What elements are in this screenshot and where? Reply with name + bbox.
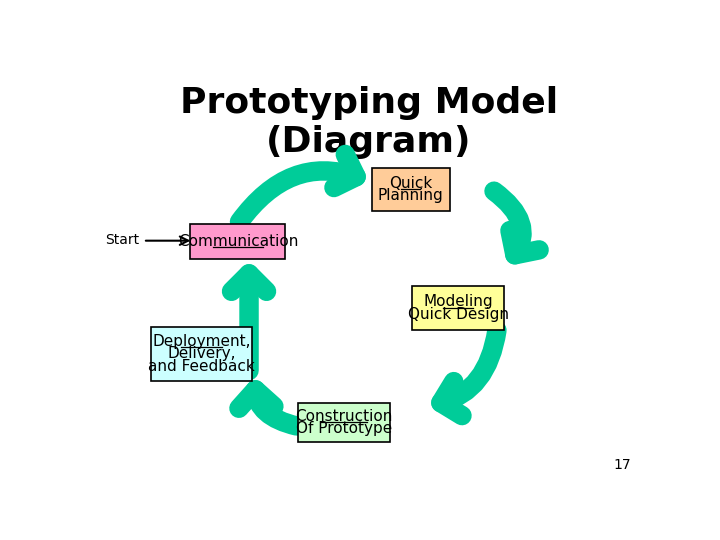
FancyBboxPatch shape: [372, 168, 450, 211]
Text: Prototyping Model
(Diagram): Prototyping Model (Diagram): [180, 85, 558, 159]
Text: Start: Start: [105, 233, 139, 247]
FancyBboxPatch shape: [190, 224, 285, 259]
FancyBboxPatch shape: [298, 403, 390, 442]
Text: Quick Design: Quick Design: [408, 307, 509, 322]
Text: Modeling: Modeling: [423, 294, 493, 309]
Text: and Feedback: and Feedback: [148, 359, 255, 374]
FancyBboxPatch shape: [413, 286, 504, 330]
Text: Planning: Planning: [378, 188, 444, 203]
Text: Quick: Quick: [390, 176, 433, 191]
FancyBboxPatch shape: [151, 327, 252, 381]
Text: Construction: Construction: [295, 409, 392, 424]
Text: Of Prototype: Of Prototype: [296, 421, 392, 436]
Text: Communication: Communication: [178, 234, 298, 249]
Text: 17: 17: [613, 458, 631, 472]
Text: Deployment,: Deployment,: [153, 334, 251, 349]
Text: Delivery,: Delivery,: [167, 346, 236, 361]
